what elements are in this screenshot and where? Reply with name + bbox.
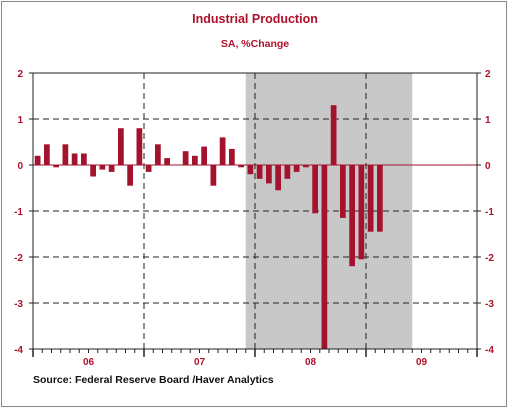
- bar: [256, 165, 263, 179]
- chart-subtitle: SA, %Change: [220, 38, 290, 50]
- bar: [229, 148, 235, 165]
- x-tick-label: 07: [194, 357, 206, 368]
- bar: [275, 165, 281, 191]
- bar: [293, 165, 300, 172]
- y-tick-label-left: -4: [14, 345, 23, 356]
- y-tick-label-right: -3: [485, 299, 494, 310]
- bar: [358, 165, 365, 260]
- y-tick-label-left: 2: [17, 69, 23, 80]
- bar: [145, 165, 152, 172]
- bar: [201, 146, 207, 165]
- bar: [330, 105, 337, 165]
- x-tick-label: 06: [83, 357, 95, 368]
- bar: [247, 165, 254, 175]
- y-tick-label-right: -1: [485, 207, 494, 218]
- y-tick-label-right: -2: [485, 253, 494, 264]
- y-tick-label-left: 1: [17, 115, 23, 126]
- bar: [62, 144, 69, 165]
- x-tick-label: 08: [305, 357, 317, 368]
- bar: [349, 165, 355, 267]
- bar: [312, 165, 318, 214]
- bar: [53, 165, 59, 168]
- y-tick-label-left: -1: [14, 207, 23, 218]
- bar: [136, 128, 143, 165]
- bar: [303, 165, 309, 168]
- bar: [44, 144, 50, 165]
- bar: [238, 165, 244, 168]
- x-tick-label: 09: [416, 357, 428, 368]
- bar: [90, 165, 96, 177]
- bar: [192, 155, 198, 165]
- y-tick-label-right: 1: [485, 115, 491, 126]
- source-note: Source: Federal Reserve Board /Haver Ana…: [33, 374, 274, 386]
- bar: [219, 137, 226, 165]
- bar: [340, 165, 346, 218]
- bar: [127, 165, 133, 186]
- axes-layer: [29, 72, 481, 357]
- bar: [34, 155, 41, 165]
- y-tick-label-left: -2: [14, 253, 23, 264]
- bar: [81, 153, 87, 165]
- bar: [182, 151, 189, 165]
- bar: [266, 165, 272, 184]
- bar: [367, 165, 374, 232]
- y-tick-label-right: 2: [485, 69, 491, 80]
- bar: [210, 165, 217, 186]
- y-tick-label-left: 0: [17, 161, 23, 172]
- grid-layer: [33, 73, 477, 349]
- tick-labels-layer: 2 2 1 1 0 0 -1 -1 -2 -2 -3 -3 -4 -4 06 07 08 09: [14, 69, 494, 368]
- bar: [108, 165, 115, 172]
- chart-title: Industrial Production: [192, 12, 318, 26]
- bar: [99, 165, 106, 170]
- bar: [284, 165, 291, 179]
- bar: [321, 165, 328, 349]
- bar: [71, 153, 78, 165]
- y-tick-label-right: -4: [485, 345, 494, 356]
- y-tick-label-right: 0: [485, 161, 491, 172]
- bar: [118, 128, 124, 165]
- bar: [377, 165, 383, 232]
- bar: [164, 158, 170, 165]
- bar: [155, 144, 161, 165]
- bars-layer: [34, 105, 383, 349]
- y-tick-label-left: -3: [14, 299, 23, 310]
